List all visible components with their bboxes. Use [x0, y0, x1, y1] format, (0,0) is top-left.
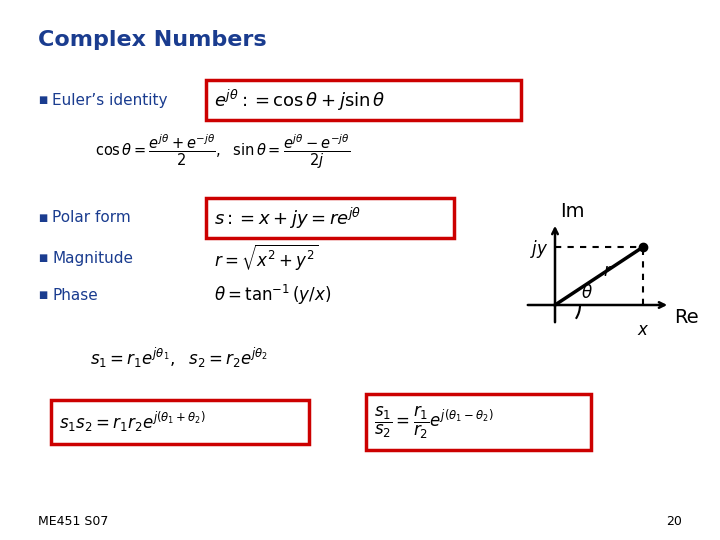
Text: ■: ■ [38, 213, 48, 223]
Text: ME451 S07: ME451 S07 [38, 515, 109, 528]
Text: ■: ■ [38, 95, 48, 105]
FancyBboxPatch shape [206, 80, 521, 120]
Text: $x$: $x$ [636, 321, 649, 339]
Text: $\theta$: $\theta$ [581, 284, 593, 302]
Text: Euler’s identity: Euler’s identity [52, 92, 168, 107]
Text: 20: 20 [666, 515, 682, 528]
Text: Im: Im [560, 202, 585, 221]
Text: $s_1 = r_1 e^{j\theta_1},\ \ s_2 = r_2 e^{j\theta_2}$: $s_1 = r_1 e^{j\theta_1},\ \ s_2 = r_2 e… [90, 346, 268, 370]
Text: $jy$: $jy$ [531, 238, 549, 260]
Text: Phase: Phase [52, 287, 98, 302]
FancyBboxPatch shape [51, 400, 309, 444]
Text: $s_1 s_2 = r_1 r_2 e^{j(\theta_1+\theta_2)}$: $s_1 s_2 = r_1 r_2 e^{j(\theta_1+\theta_… [59, 410, 206, 434]
FancyBboxPatch shape [366, 394, 591, 450]
Text: $\dfrac{s_1}{s_2} = \dfrac{r_1}{r_2}e^{j(\theta_1-\theta_2)}$: $\dfrac{s_1}{s_2} = \dfrac{r_1}{r_2}e^{j… [374, 403, 494, 441]
Text: $\theta = \tan^{-1}(y/x)$: $\theta = \tan^{-1}(y/x)$ [214, 283, 331, 307]
FancyBboxPatch shape [206, 198, 454, 238]
Text: Complex Numbers: Complex Numbers [38, 30, 266, 50]
Text: ■: ■ [38, 290, 48, 300]
Text: $r = \sqrt{x^2+y^2}$: $r = \sqrt{x^2+y^2}$ [214, 243, 318, 273]
Text: ■: ■ [38, 253, 48, 263]
Text: $\cos\theta = \dfrac{e^{j\theta}+e^{-j\theta}}{2},\ \ \sin\theta = \dfrac{e^{j\t: $\cos\theta = \dfrac{e^{j\theta}+e^{-j\t… [95, 133, 350, 171]
Text: Re: Re [674, 308, 698, 327]
Text: $s := x + jy = re^{j\theta}$: $s := x + jy = re^{j\theta}$ [214, 205, 361, 231]
Text: $e^{j\theta} := \cos\theta + j\sin\theta$: $e^{j\theta} := \cos\theta + j\sin\theta… [214, 87, 385, 113]
Text: $r$: $r$ [603, 262, 613, 280]
Text: Magnitude: Magnitude [52, 251, 133, 266]
Text: Polar form: Polar form [52, 211, 131, 226]
